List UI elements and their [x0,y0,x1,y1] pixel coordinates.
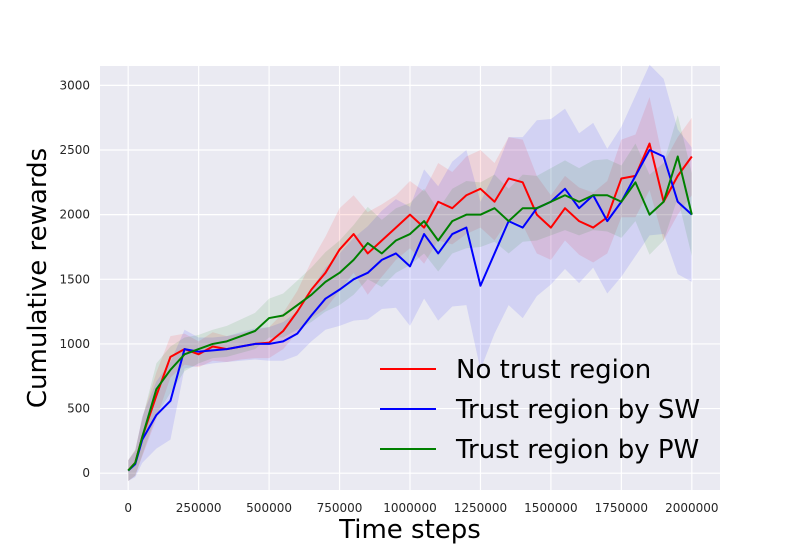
y-tick-label: 3000 [59,78,90,92]
x-tick-label: 500000 [246,501,292,515]
x-tick-label: 2000000 [665,501,718,515]
band-no-trust-region [128,97,692,481]
y-tick-label: 2000 [59,208,90,222]
line-trust-region-by-sw [127,149,693,472]
line-trust-region-by-pw [127,155,693,472]
x-tick-label: 1250000 [454,501,507,515]
band-trust-region-by-sw [128,64,692,481]
x-axis-ticks: 0 250000 500000 750000 1000000 1250000 1500000… [124,501,718,515]
x-axis-label: Time steps [338,515,481,545]
x-tick-label: 1500000 [524,501,577,515]
series-lines [127,142,693,472]
x-tick-label: 250000 [176,501,222,515]
confidence-bands [128,64,692,481]
x-tick-label: 1750000 [595,501,648,515]
y-axis-ticks: 0 500 1000 1500 2000 2500 3000 [59,78,90,480]
y-tick-label: 1000 [59,337,90,351]
y-tick-label: 1500 [59,272,90,286]
legend-label-trust-region-pw: Trust region by PW [455,435,699,465]
y-axis-label: Cumulative rewards [23,148,53,408]
band-trust-region-by-pw [128,115,692,481]
x-tick-label: 750000 [317,501,363,515]
legend-label-trust-region-sw: Trust region by SW [455,395,700,425]
legend-label-no-trust-region: No trust region [456,355,651,385]
line-no-trust-region [127,142,693,472]
x-tick-label: 1000000 [383,501,436,515]
legend: No trust region Trust region by SW Trust… [380,355,700,465]
x-tick-label: 0 [124,501,132,515]
y-tick-label: 0 [82,466,90,480]
y-tick-label: 2500 [59,143,90,157]
y-tick-label: 500 [67,402,90,416]
